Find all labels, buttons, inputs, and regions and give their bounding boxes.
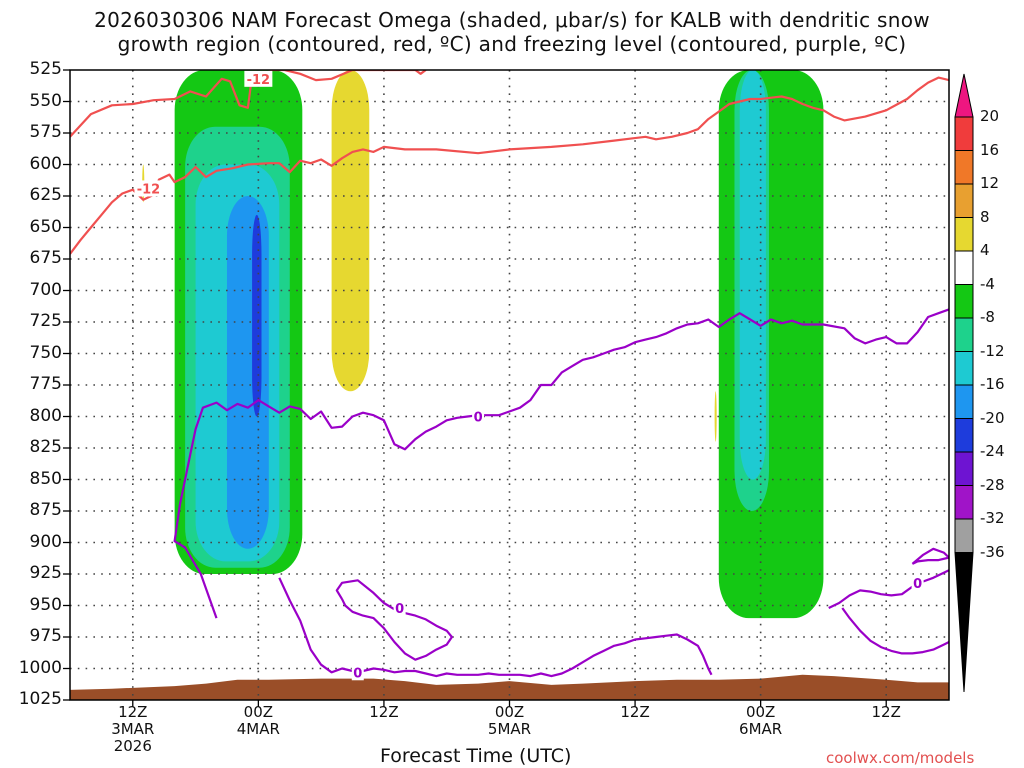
y-tick-label: 525 (29, 59, 62, 79)
x-tick-label: 4MAR (236, 720, 280, 738)
colorbar-bin-5 (954, 284, 974, 319)
y-tick-label: 850 (29, 468, 62, 489)
contour-label-3: 0 (353, 666, 362, 681)
y-tick-label: 800 (29, 405, 62, 426)
x-tick-label: 00Z (745, 703, 776, 721)
colorbar-bin-2 (954, 183, 974, 218)
y-tick-label: 700 (29, 279, 62, 300)
y-tick-label: 725 (29, 311, 62, 331)
y-tick-label: 675 (29, 248, 62, 268)
contour-label-bg-3 (351, 664, 364, 681)
x-tick-label: 6MAR (739, 720, 783, 738)
y-tick-label: 900 (29, 531, 62, 552)
omega-shading (142, 70, 824, 619)
omega-region-10 (252, 214, 262, 417)
y-tick-label: 975 (29, 626, 62, 646)
contour-label-4: 0 (395, 602, 404, 617)
colorbar-bin-4 (954, 250, 974, 285)
colorbar-bin-10 (954, 451, 974, 486)
y-tick-label: 775 (29, 374, 62, 394)
y-tick-label: 625 (29, 185, 62, 205)
x-tick-label: 00Z (243, 703, 274, 721)
source-credit: coolwx.com/models (826, 749, 975, 767)
y-tick-label: 550 (29, 90, 62, 111)
contour-label-layer: -12 -12 0 0 0 0 (134, 70, 924, 681)
colorbar-label: -16 (980, 375, 1005, 393)
contour-label-bg-5 (911, 574, 924, 591)
colorbar-bin-6 (954, 317, 974, 352)
contour-freezing-4 (335, 579, 453, 661)
y-tick-label: 600 (29, 153, 62, 174)
colorbar-label: 16 (980, 140, 1000, 159)
colorbar-bin-0 (954, 116, 974, 151)
y-tick-label: 575 (29, 122, 62, 142)
x-tick-label: 3MAR (111, 720, 155, 738)
y-tick-label: 1025 (18, 689, 62, 709)
contour-dendritic-1 (70, 76, 949, 255)
x-tick-label: 2026 (113, 737, 152, 755)
x-tick-label: 12Z (118, 703, 148, 721)
colorbar-label: -32 (980, 509, 1005, 527)
y-tick-label: 650 (29, 216, 62, 237)
omega-region-1 (331, 70, 370, 392)
colorbar-bin-9 (954, 418, 974, 453)
contour-freezing-5 (828, 569, 949, 609)
colorbar-label: -4 (980, 274, 995, 293)
colorbar-label: 20 (980, 107, 1000, 125)
contour-label-0: -12 (247, 73, 271, 88)
y-tick-label: 875 (29, 500, 62, 520)
y-tick-label: 1000 (18, 657, 62, 678)
colorbar-bin-3 (954, 217, 974, 252)
chart-title-line-1: 2026030306 NAM Forecast Omega (shaded, μ… (94, 8, 930, 32)
y-tick-label: 950 (29, 594, 62, 615)
contour-label-5: 0 (913, 577, 922, 592)
contour-dendritic-0 (70, 70, 427, 138)
x-tick-label: 12Z (620, 703, 650, 721)
colorbar-label: -24 (980, 442, 1005, 460)
x-tick-label: 12Z (369, 703, 399, 721)
colorbar-label: -12 (980, 341, 1005, 360)
colorbar-label: -8 (980, 308, 995, 326)
x-tick-label: 00Z (494, 703, 525, 721)
colorbar-label: -20 (980, 408, 1005, 427)
colorbar-bin-8 (954, 384, 974, 419)
contour-label-bg-4 (393, 600, 406, 617)
colorbar-bottom-arrow (954, 552, 974, 693)
contour-freezing-6 (911, 547, 949, 565)
colorbar (954, 73, 974, 693)
colorbar-bin-11 (954, 485, 974, 520)
y-tick-label: 750 (29, 342, 62, 363)
contour-label-bg-2 (472, 408, 485, 425)
contour-freezing-7 (841, 607, 949, 655)
x-axis-title: Forecast Time (UTC) (380, 745, 572, 767)
omega-region-9 (226, 196, 269, 549)
omega-region-8 (739, 70, 766, 480)
contour-label-1: -12 (137, 182, 161, 197)
contour-layer (70, 70, 949, 678)
colorbar-bin-1 (954, 150, 974, 185)
y-tick-marks (63, 69, 70, 701)
colorbar-bin-12 (954, 518, 974, 553)
chart-title-line-2: growth region (contoured, red, ºC) and f… (117, 32, 907, 56)
x-tick-label: 5MAR (487, 720, 532, 738)
y-tick-label: 825 (29, 437, 62, 457)
omega-region-2 (714, 391, 717, 442)
colorbar-label: -28 (980, 475, 1005, 494)
contour-label-bg-0 (244, 70, 273, 87)
colorbar-label: -36 (980, 542, 1005, 561)
y-tick-label: 925 (29, 563, 62, 583)
contour-label-2: 0 (474, 411, 483, 426)
colorbar-label: 12 (980, 174, 1000, 192)
contour-label-bg-1 (134, 180, 163, 197)
contour-freezing-2 (173, 308, 949, 619)
x-tick-label: 12Z (871, 703, 901, 721)
colorbar-label: 4 (980, 241, 990, 259)
colorbar-label: 8 (980, 207, 990, 226)
colorbar-top-arrow (954, 73, 974, 118)
colorbar-bin-7 (954, 351, 974, 386)
x-tick-marks (132, 700, 887, 707)
